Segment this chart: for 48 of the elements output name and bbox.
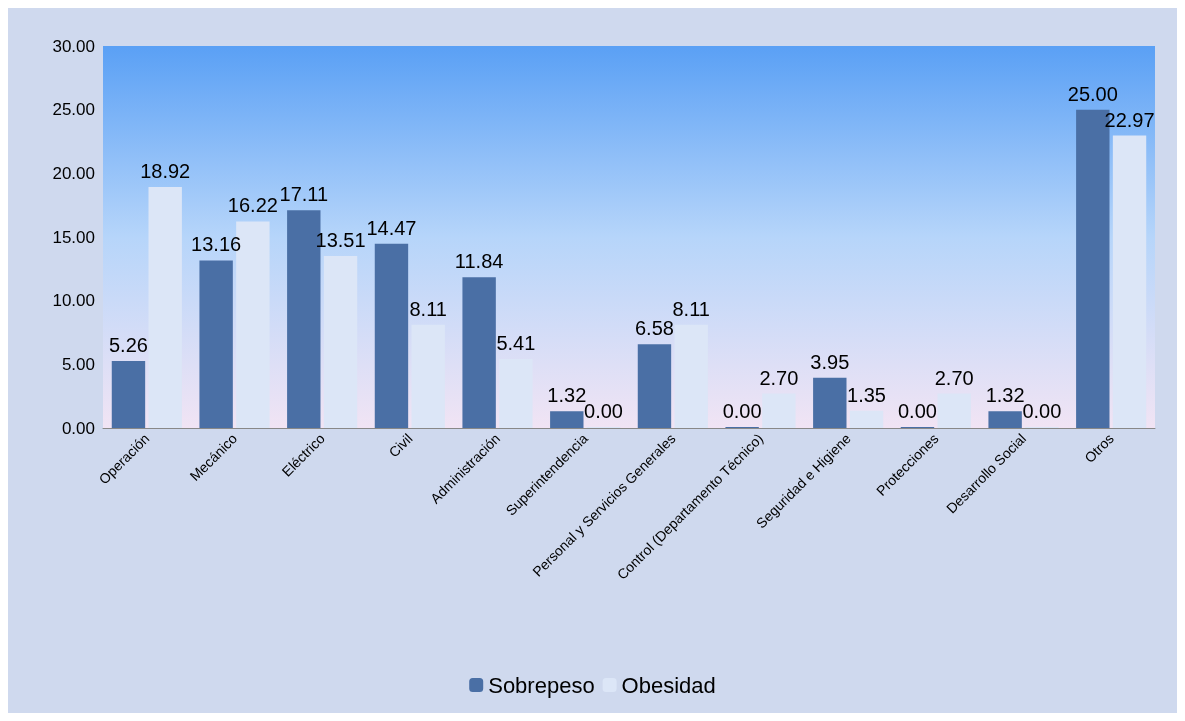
y-tick-label: 25.00 [52,100,95,120]
bar [199,260,233,428]
data-label: 13.51 [315,228,366,251]
data-label: 1.35 [847,383,886,406]
data-label: 8.11 [672,297,710,320]
bar [411,324,445,428]
data-label: 16.22 [227,194,278,217]
bar [111,361,146,428]
data-label: 6.58 [635,317,674,340]
data-label: 5.26 [109,334,148,357]
data-label: 5.41 [496,332,536,355]
legend-label: Sobrepeso [488,672,595,698]
y-tick-label: 20.00 [52,163,95,183]
bar [148,187,182,428]
bar [674,324,708,428]
data-label: 17.11 [279,183,329,206]
bar [323,255,358,428]
data-label: 14.47 [366,216,417,239]
bar [762,393,796,428]
data-label: 0.00 [722,400,762,422]
data-label: 11.84 [454,250,504,273]
data-label: 2.70 [759,366,799,389]
data-label: 2.70 [934,366,974,389]
bar [988,411,1022,428]
data-label: 18.92 [140,160,191,183]
y-tick-label: 30.00 [52,36,95,56]
y-tick-label: 10.00 [52,291,95,311]
bar [499,359,533,428]
bar [813,377,847,428]
bar [937,393,971,428]
legend-label: Obesidad [621,672,716,698]
data-label: 22.97 [1104,108,1155,131]
data-label: 3.95 [810,350,850,373]
y-tick-label: 15.00 [52,227,95,247]
bar [550,411,584,428]
data-label: 1.32 [985,384,1025,407]
data-label: 13.16 [191,233,242,256]
x-tick-label: Civil [385,430,416,461]
data-label: 25.00 [1067,82,1118,105]
bar [374,243,409,428]
bar [1112,135,1147,428]
data-label: 8.11 [409,297,447,320]
bar [849,410,884,428]
y-tick-label: 5.00 [61,354,95,374]
bar [462,277,496,428]
bar [637,344,672,428]
data-label: 0.00 [898,400,937,422]
y-tick-label: 0.00 [61,418,95,438]
